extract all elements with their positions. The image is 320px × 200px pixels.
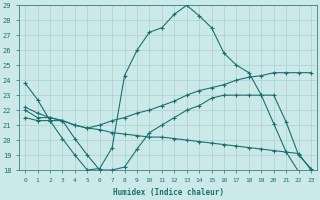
X-axis label: Humidex (Indice chaleur): Humidex (Indice chaleur) xyxy=(113,188,224,197)
